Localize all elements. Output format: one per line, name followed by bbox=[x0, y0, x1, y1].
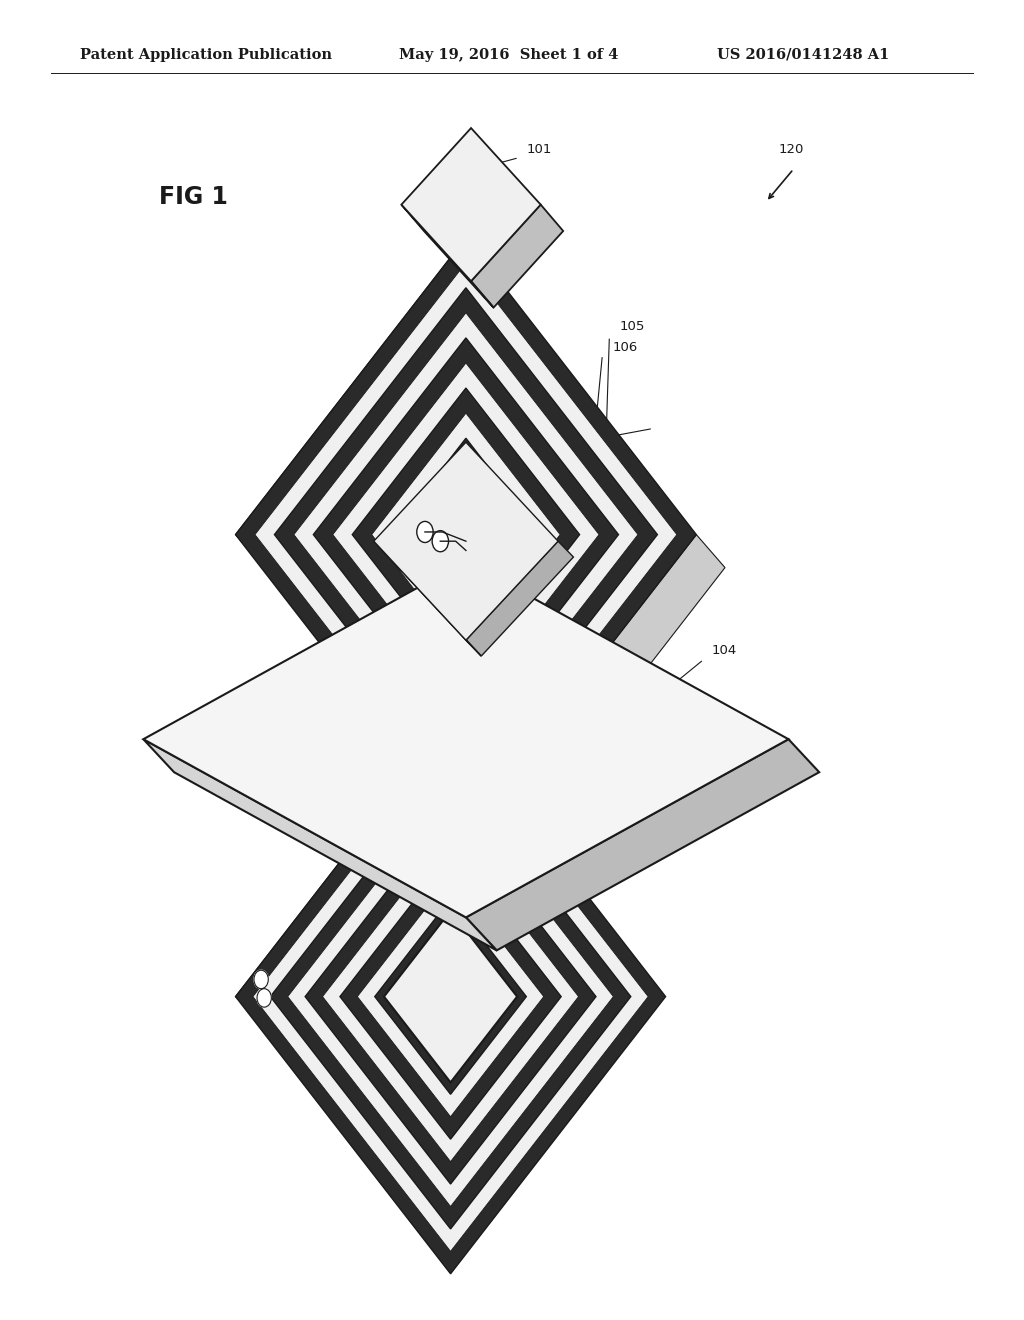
Polygon shape bbox=[333, 363, 599, 706]
Polygon shape bbox=[255, 263, 677, 807]
Polygon shape bbox=[427, 966, 474, 1027]
Polygon shape bbox=[143, 739, 497, 950]
Polygon shape bbox=[471, 205, 563, 308]
Polygon shape bbox=[466, 739, 819, 950]
Text: 103: 103 bbox=[596, 449, 622, 462]
Text: 102: 102 bbox=[575, 425, 601, 438]
Circle shape bbox=[257, 989, 271, 1007]
Polygon shape bbox=[294, 313, 638, 756]
Polygon shape bbox=[236, 719, 479, 1026]
Polygon shape bbox=[450, 513, 482, 556]
Polygon shape bbox=[236, 238, 696, 832]
Polygon shape bbox=[270, 764, 631, 1229]
Polygon shape bbox=[340, 854, 561, 1139]
Text: 104: 104 bbox=[712, 644, 737, 657]
Polygon shape bbox=[401, 205, 494, 308]
Polygon shape bbox=[236, 238, 495, 568]
Text: May 19, 2016  Sheet 1 of 4: May 19, 2016 Sheet 1 of 4 bbox=[399, 48, 618, 62]
Circle shape bbox=[432, 531, 449, 552]
Text: FIG 1: FIG 1 bbox=[159, 185, 227, 209]
Polygon shape bbox=[313, 338, 618, 731]
Text: 106: 106 bbox=[612, 341, 638, 354]
Text: US 2016/0141248 A1: US 2016/0141248 A1 bbox=[717, 48, 889, 62]
Polygon shape bbox=[352, 388, 580, 681]
Polygon shape bbox=[236, 719, 666, 1274]
Polygon shape bbox=[375, 899, 526, 1094]
Polygon shape bbox=[288, 787, 613, 1206]
Text: 101: 101 bbox=[526, 143, 552, 156]
Polygon shape bbox=[384, 911, 517, 1082]
Text: 105: 105 bbox=[620, 319, 645, 333]
Polygon shape bbox=[401, 128, 541, 281]
Polygon shape bbox=[466, 535, 725, 865]
Polygon shape bbox=[305, 809, 596, 1184]
Polygon shape bbox=[392, 921, 509, 1072]
Polygon shape bbox=[253, 742, 648, 1251]
Polygon shape bbox=[391, 438, 541, 631]
Polygon shape bbox=[411, 463, 521, 606]
Polygon shape bbox=[143, 561, 788, 917]
Circle shape bbox=[254, 970, 268, 989]
Polygon shape bbox=[372, 413, 560, 656]
Polygon shape bbox=[374, 541, 481, 656]
Text: Patent Application Publication: Patent Application Publication bbox=[80, 48, 332, 62]
Polygon shape bbox=[430, 488, 502, 581]
Polygon shape bbox=[466, 541, 573, 656]
Polygon shape bbox=[274, 288, 657, 781]
Polygon shape bbox=[374, 442, 558, 640]
Text: 120: 120 bbox=[778, 143, 804, 156]
Polygon shape bbox=[410, 944, 492, 1049]
Polygon shape bbox=[357, 876, 544, 1117]
Polygon shape bbox=[323, 832, 579, 1162]
Circle shape bbox=[417, 521, 433, 543]
